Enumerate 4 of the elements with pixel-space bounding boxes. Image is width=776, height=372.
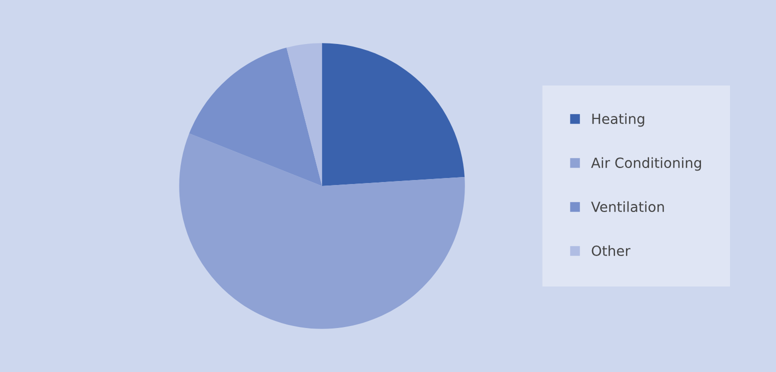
legend-label: Ventilation xyxy=(591,201,664,212)
legend-label: Air Conditioning xyxy=(591,157,701,171)
legend-label: Heating xyxy=(592,113,644,127)
legend-label: Other xyxy=(592,245,630,256)
